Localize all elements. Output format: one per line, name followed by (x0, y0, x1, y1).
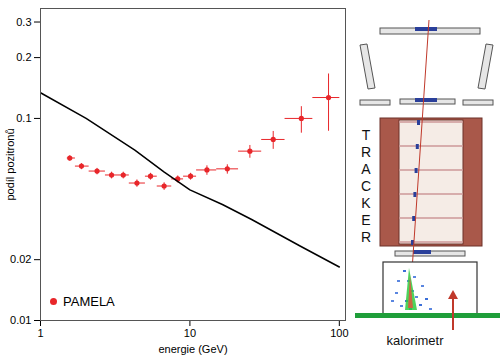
svg-text:podíl pozitronů: podíl pozitronů (4, 128, 16, 200)
svg-text:E: E (361, 212, 370, 228)
svg-text:0.3: 0.3 (16, 16, 31, 28)
svg-text:0.2: 0.2 (16, 51, 31, 63)
svg-text:10: 10 (184, 327, 196, 339)
svg-text:R: R (361, 229, 371, 245)
svg-text:100: 100 (330, 327, 348, 339)
svg-text:T: T (362, 127, 371, 143)
svg-text:R: R (361, 144, 371, 160)
svg-text:1: 1 (37, 327, 43, 339)
svg-text:energie (GeV): energie (GeV) (158, 343, 227, 355)
svg-text:0.01: 0.01 (10, 314, 31, 326)
svg-text:K: K (361, 195, 371, 211)
svg-text:0.02: 0.02 (10, 253, 31, 265)
html-text:PAMELA: PAMELA (63, 294, 115, 309)
svg-text:C: C (361, 178, 371, 194)
svg-text:0.1: 0.1 (16, 112, 31, 124)
svg-text:kalorimetr: kalorimetr (386, 333, 444, 348)
svg-text:A: A (361, 161, 371, 177)
